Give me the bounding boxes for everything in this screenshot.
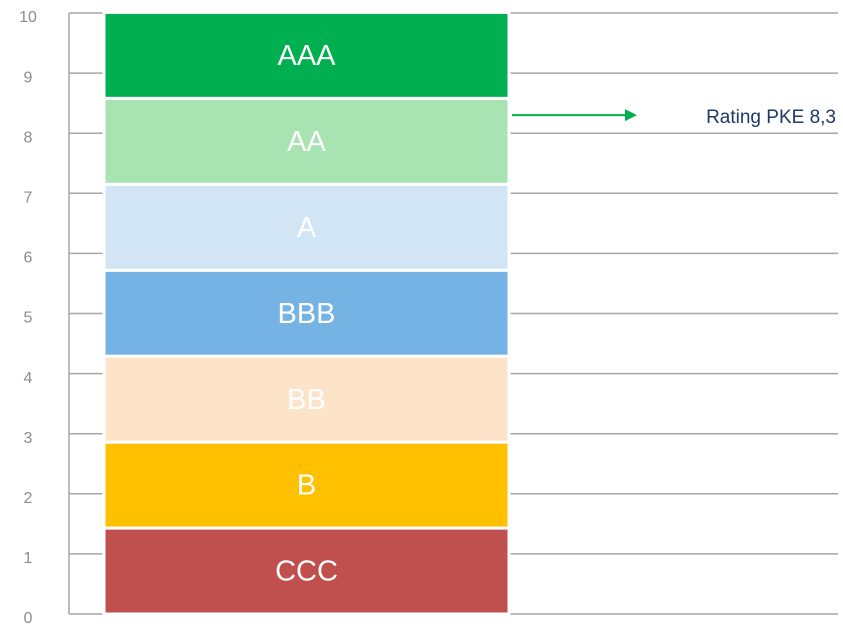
segment-label: CCC: [275, 556, 338, 588]
y-tick-label: 8: [24, 129, 33, 146]
segment-label: BB: [287, 384, 326, 416]
bar-segment: [102, 96, 511, 186]
y-tick-label: 0: [24, 610, 33, 624]
segment-label: B: [297, 470, 316, 502]
y-tick-label: 3: [24, 430, 33, 447]
arrow-head: [625, 109, 637, 122]
y-tick-label: 7: [24, 190, 33, 207]
segment-label: BBB: [277, 298, 335, 330]
y-tick-label: 4: [24, 370, 33, 387]
y-tick-label: 1: [24, 550, 33, 567]
bar-segment: [102, 10, 511, 100]
segment-label: AA: [287, 126, 326, 158]
y-tick-label: 10: [19, 9, 37, 26]
y-tick-label: 9: [24, 69, 33, 86]
y-tick-label: 5: [24, 310, 33, 327]
y-tick-label: 6: [24, 250, 33, 267]
bar-segment: [102, 182, 511, 272]
segment-label: AAA: [277, 40, 336, 72]
segment-label: A: [297, 212, 317, 244]
y-tick-label: 2: [24, 490, 33, 507]
annotation-label: Rating PKE 8,3: [706, 107, 836, 128]
bar-segment: [102, 526, 511, 616]
